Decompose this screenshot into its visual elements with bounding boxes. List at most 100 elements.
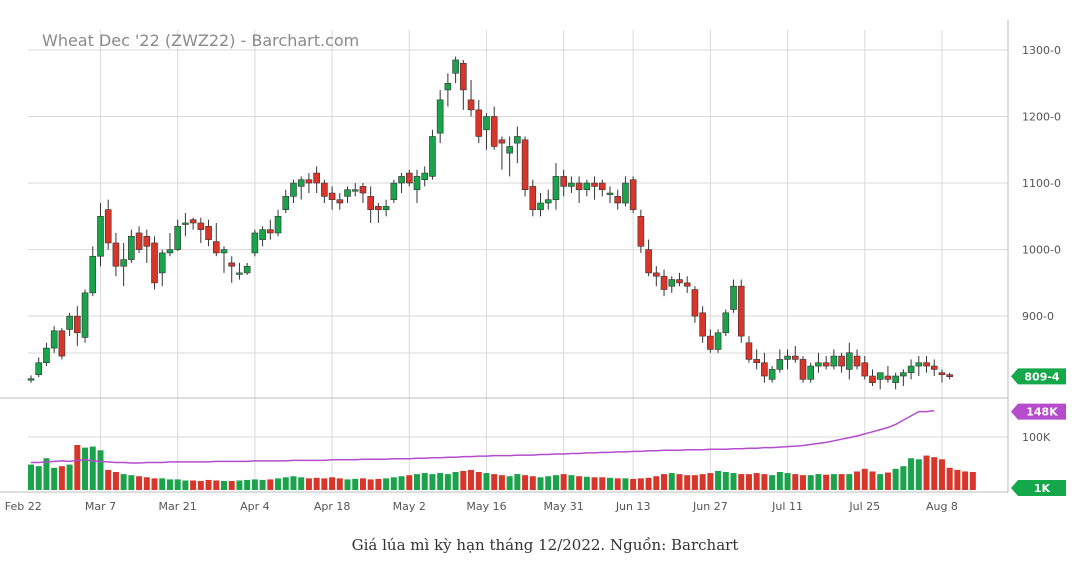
candle-body — [544, 199, 552, 204]
candle — [467, 79, 475, 117]
candle — [923, 356, 930, 373]
candle-body — [683, 282, 691, 287]
date-tick-label: Mar 7 — [85, 500, 116, 513]
candle-body — [568, 182, 575, 187]
candle — [676, 272, 683, 287]
volume-axis: 100K — [1022, 431, 1051, 444]
candle-body — [699, 312, 706, 337]
candle-body — [791, 355, 799, 360]
volume-bar — [105, 469, 112, 490]
candle-body — [907, 365, 915, 374]
candle — [120, 242, 127, 287]
candle — [784, 349, 791, 370]
candle — [104, 199, 112, 250]
candle-body — [66, 315, 73, 330]
volume-bar — [815, 474, 822, 490]
volume-line — [31, 409, 935, 464]
candle — [838, 352, 845, 373]
date-tick-label: May 16 — [466, 500, 506, 513]
volume-bar — [661, 474, 668, 490]
candle — [390, 179, 398, 204]
volume-bar — [66, 464, 73, 490]
price-tick-label: 900-0 — [1022, 310, 1054, 323]
candle-body — [815, 362, 822, 367]
volume-bar — [869, 471, 876, 490]
candle-body — [50, 330, 58, 349]
volume-bar — [854, 471, 861, 490]
volume-bar — [244, 479, 251, 490]
volume-bar — [329, 477, 336, 490]
volume-bar — [251, 479, 258, 490]
candle — [344, 186, 351, 204]
candle — [421, 166, 429, 187]
candle-body — [591, 182, 598, 187]
volume-bar — [414, 474, 420, 490]
candle-body — [336, 199, 344, 204]
candle-body — [251, 232, 259, 254]
volume-bar — [444, 474, 451, 490]
candle — [174, 219, 181, 251]
candle-body — [822, 362, 830, 367]
volume-bar — [228, 481, 235, 490]
candle-body — [830, 355, 838, 367]
volume-bar — [151, 478, 158, 490]
date-tick-label: Apr 4 — [240, 500, 270, 513]
candle-body — [297, 179, 305, 187]
candle — [892, 372, 899, 390]
volume-bar — [776, 472, 783, 490]
candle-body — [405, 172, 413, 184]
volume-bar — [892, 468, 899, 490]
candle-body — [313, 172, 320, 184]
volume-bar — [475, 472, 482, 490]
candle — [282, 189, 290, 213]
candle — [722, 309, 730, 337]
candle — [776, 349, 784, 373]
volume-bar — [166, 479, 173, 490]
candle — [367, 186, 374, 223]
candle-body — [151, 242, 158, 284]
candle-body — [483, 116, 490, 131]
volume-bar — [313, 477, 320, 490]
volume-bar — [900, 466, 907, 490]
volume-bar — [931, 457, 938, 490]
candle — [591, 176, 598, 200]
candle-body — [653, 272, 660, 277]
candle-body — [43, 347, 50, 364]
candle — [166, 232, 174, 257]
candle — [807, 362, 815, 383]
candle-body — [583, 182, 591, 191]
candle — [305, 173, 313, 194]
candle-body — [622, 182, 629, 204]
candle — [660, 269, 668, 297]
candle — [205, 219, 212, 247]
volume-bar — [275, 478, 282, 490]
candle-body — [629, 179, 637, 210]
volume-min-badge: 1K — [1011, 480, 1066, 496]
candle — [498, 136, 506, 170]
candle — [730, 279, 737, 313]
candle-body — [236, 272, 243, 275]
candle-body — [182, 222, 189, 225]
candle-body — [290, 182, 297, 197]
date-tick-label: May 2 — [393, 500, 426, 513]
candle-body — [722, 312, 730, 334]
volume-bar — [823, 474, 830, 490]
candle — [521, 136, 529, 197]
volume-bar — [800, 475, 806, 490]
candle-body — [35, 362, 43, 376]
candle — [691, 286, 699, 323]
candle — [297, 176, 305, 200]
candle — [668, 276, 676, 293]
candle-body — [274, 216, 282, 234]
candle — [707, 329, 714, 353]
candle — [143, 229, 151, 263]
volume-bars — [28, 445, 976, 490]
candle — [444, 73, 452, 107]
candle-body — [761, 362, 768, 377]
candle-body — [575, 182, 583, 191]
candle — [336, 193, 344, 210]
candle — [830, 349, 838, 370]
candle — [606, 186, 614, 204]
candle-body — [58, 330, 66, 357]
